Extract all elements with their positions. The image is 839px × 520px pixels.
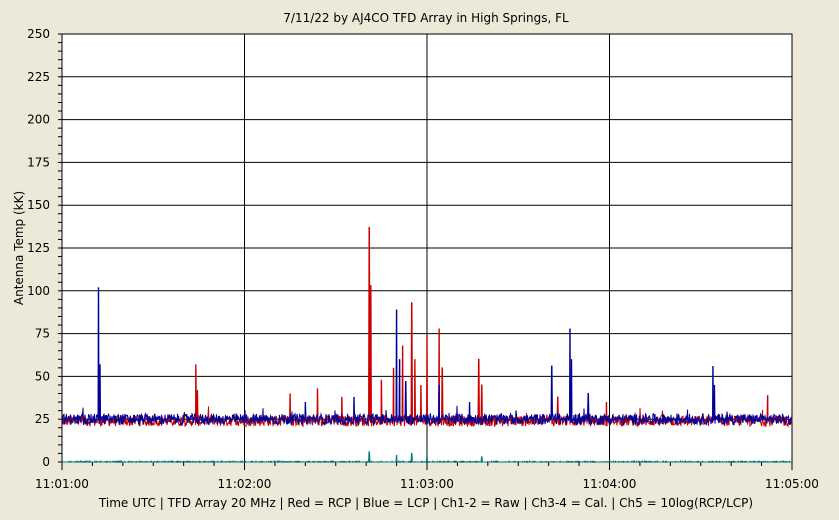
y-tick-label: 150: [27, 198, 50, 212]
y-tick-label: 0: [42, 455, 50, 469]
series-line-1: [61, 226, 793, 428]
y-tick-label: 200: [27, 113, 50, 127]
y-tick-label: 175: [27, 155, 50, 169]
y-tick-label: 250: [27, 27, 50, 41]
y-axis-label: Antenna Temp (kK): [12, 191, 26, 305]
y-tick-label: 225: [27, 70, 50, 84]
x-tick-labels: 11:01:00 11:02:00 11:03:00 11:04:00 11:05:00: [35, 477, 819, 491]
x-tick-label: 11:03:00: [400, 477, 454, 491]
y-tick-label: 125: [27, 241, 50, 255]
series-line-3: [61, 451, 793, 464]
x-tick-label: 11:01:00: [35, 477, 89, 491]
chart-title: 7/11/22 by AJ4CO TFD Array in High Sprin…: [283, 11, 569, 25]
x-tick-label: 11:02:00: [218, 477, 272, 491]
series-line-2: [61, 287, 793, 427]
y-tick-label: 100: [27, 284, 50, 298]
series-layer: [61, 226, 793, 464]
x-axis-label: Time UTC | TFD Array 20 MHz | Red = RCP …: [98, 496, 753, 510]
y-tick-label: 25: [35, 412, 50, 426]
y-tick-label: 75: [35, 327, 50, 341]
y-tick-label: 50: [35, 369, 50, 383]
y-tick-labels: 0 25 50 75 100 125 150 175 200 225 250: [27, 27, 50, 469]
x-tick-label: 11:04:00: [583, 477, 637, 491]
x-tick-label: 11:05:00: [765, 477, 819, 491]
